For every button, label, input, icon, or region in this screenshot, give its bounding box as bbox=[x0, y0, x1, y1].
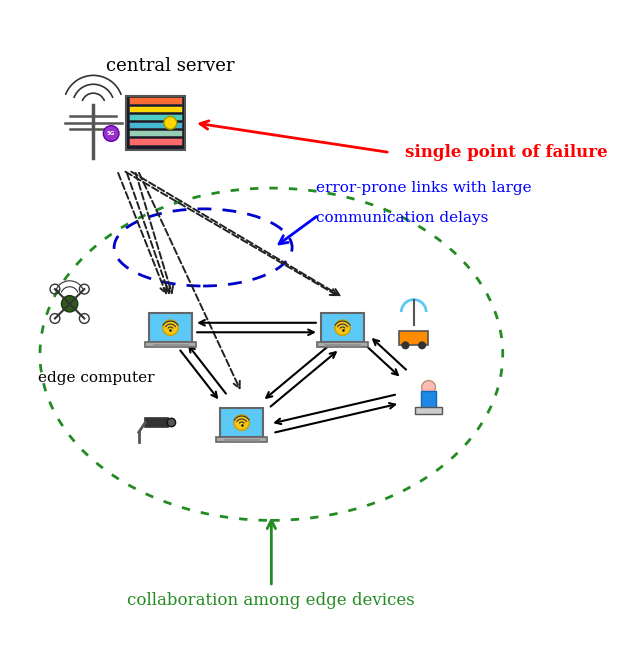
Text: communication delays: communication delays bbox=[316, 211, 488, 225]
Bar bbox=[145, 342, 196, 347]
Bar bbox=[126, 96, 185, 149]
Text: single point of failure: single point of failure bbox=[405, 144, 607, 161]
Text: edge computer: edge computer bbox=[38, 371, 155, 385]
Bar bbox=[129, 138, 182, 145]
Bar bbox=[149, 313, 192, 342]
Bar bbox=[129, 106, 182, 112]
Circle shape bbox=[103, 126, 119, 141]
Circle shape bbox=[422, 381, 435, 395]
Circle shape bbox=[234, 415, 250, 430]
Bar bbox=[220, 408, 263, 437]
Circle shape bbox=[164, 116, 177, 130]
Bar bbox=[321, 313, 364, 342]
Circle shape bbox=[163, 320, 178, 335]
Circle shape bbox=[402, 342, 409, 348]
Bar bbox=[129, 114, 182, 120]
Bar bbox=[129, 97, 182, 104]
Circle shape bbox=[335, 320, 350, 335]
Bar bbox=[216, 437, 267, 442]
Text: 5G: 5G bbox=[107, 131, 115, 136]
Text: error-prone links with large: error-prone links with large bbox=[316, 181, 531, 195]
Bar bbox=[145, 418, 168, 428]
Bar bbox=[129, 122, 182, 128]
Bar bbox=[399, 330, 428, 345]
Bar bbox=[317, 342, 368, 347]
Bar bbox=[415, 407, 442, 414]
Circle shape bbox=[61, 295, 78, 312]
Text: collaboration among edge devices: collaboration among edge devices bbox=[127, 592, 415, 609]
Text: central server: central server bbox=[106, 58, 235, 75]
Circle shape bbox=[419, 342, 426, 348]
Bar bbox=[421, 391, 436, 408]
Bar bbox=[129, 130, 182, 136]
Circle shape bbox=[167, 418, 175, 427]
